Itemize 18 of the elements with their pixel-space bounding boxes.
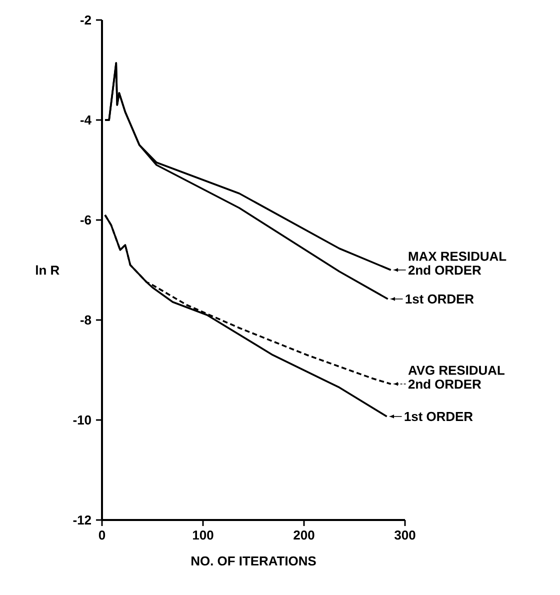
legend-label: 2nd ORDER xyxy=(408,379,482,389)
text: AVG RESIDUAL xyxy=(408,366,504,375)
x-tick-label: 300 xyxy=(394,530,416,540)
y-tick-label: -12 xyxy=(73,515,91,525)
x-tick-label: 200 xyxy=(294,530,314,540)
y-tick-label: -6 xyxy=(80,215,92,225)
legend-label: 1st ORDER xyxy=(406,294,474,304)
text: MAX RESIDUAL xyxy=(408,252,506,261)
x-tick-label: 0 xyxy=(98,530,106,540)
legend-label: 1st ORDER xyxy=(404,412,473,422)
y-tick-label: -2 xyxy=(80,15,91,25)
y-tick-label: -4 xyxy=(80,116,92,124)
x-tick-label: 100 xyxy=(193,530,214,540)
legend-label: 2nd ORDER xyxy=(408,265,482,275)
y-tick-label: -10 xyxy=(73,415,91,425)
y-tick-label: -8 xyxy=(80,315,92,325)
x-axis-title: NO. OF ITERATIONS xyxy=(192,556,316,566)
y-axis-title: ln R xyxy=(36,265,60,275)
